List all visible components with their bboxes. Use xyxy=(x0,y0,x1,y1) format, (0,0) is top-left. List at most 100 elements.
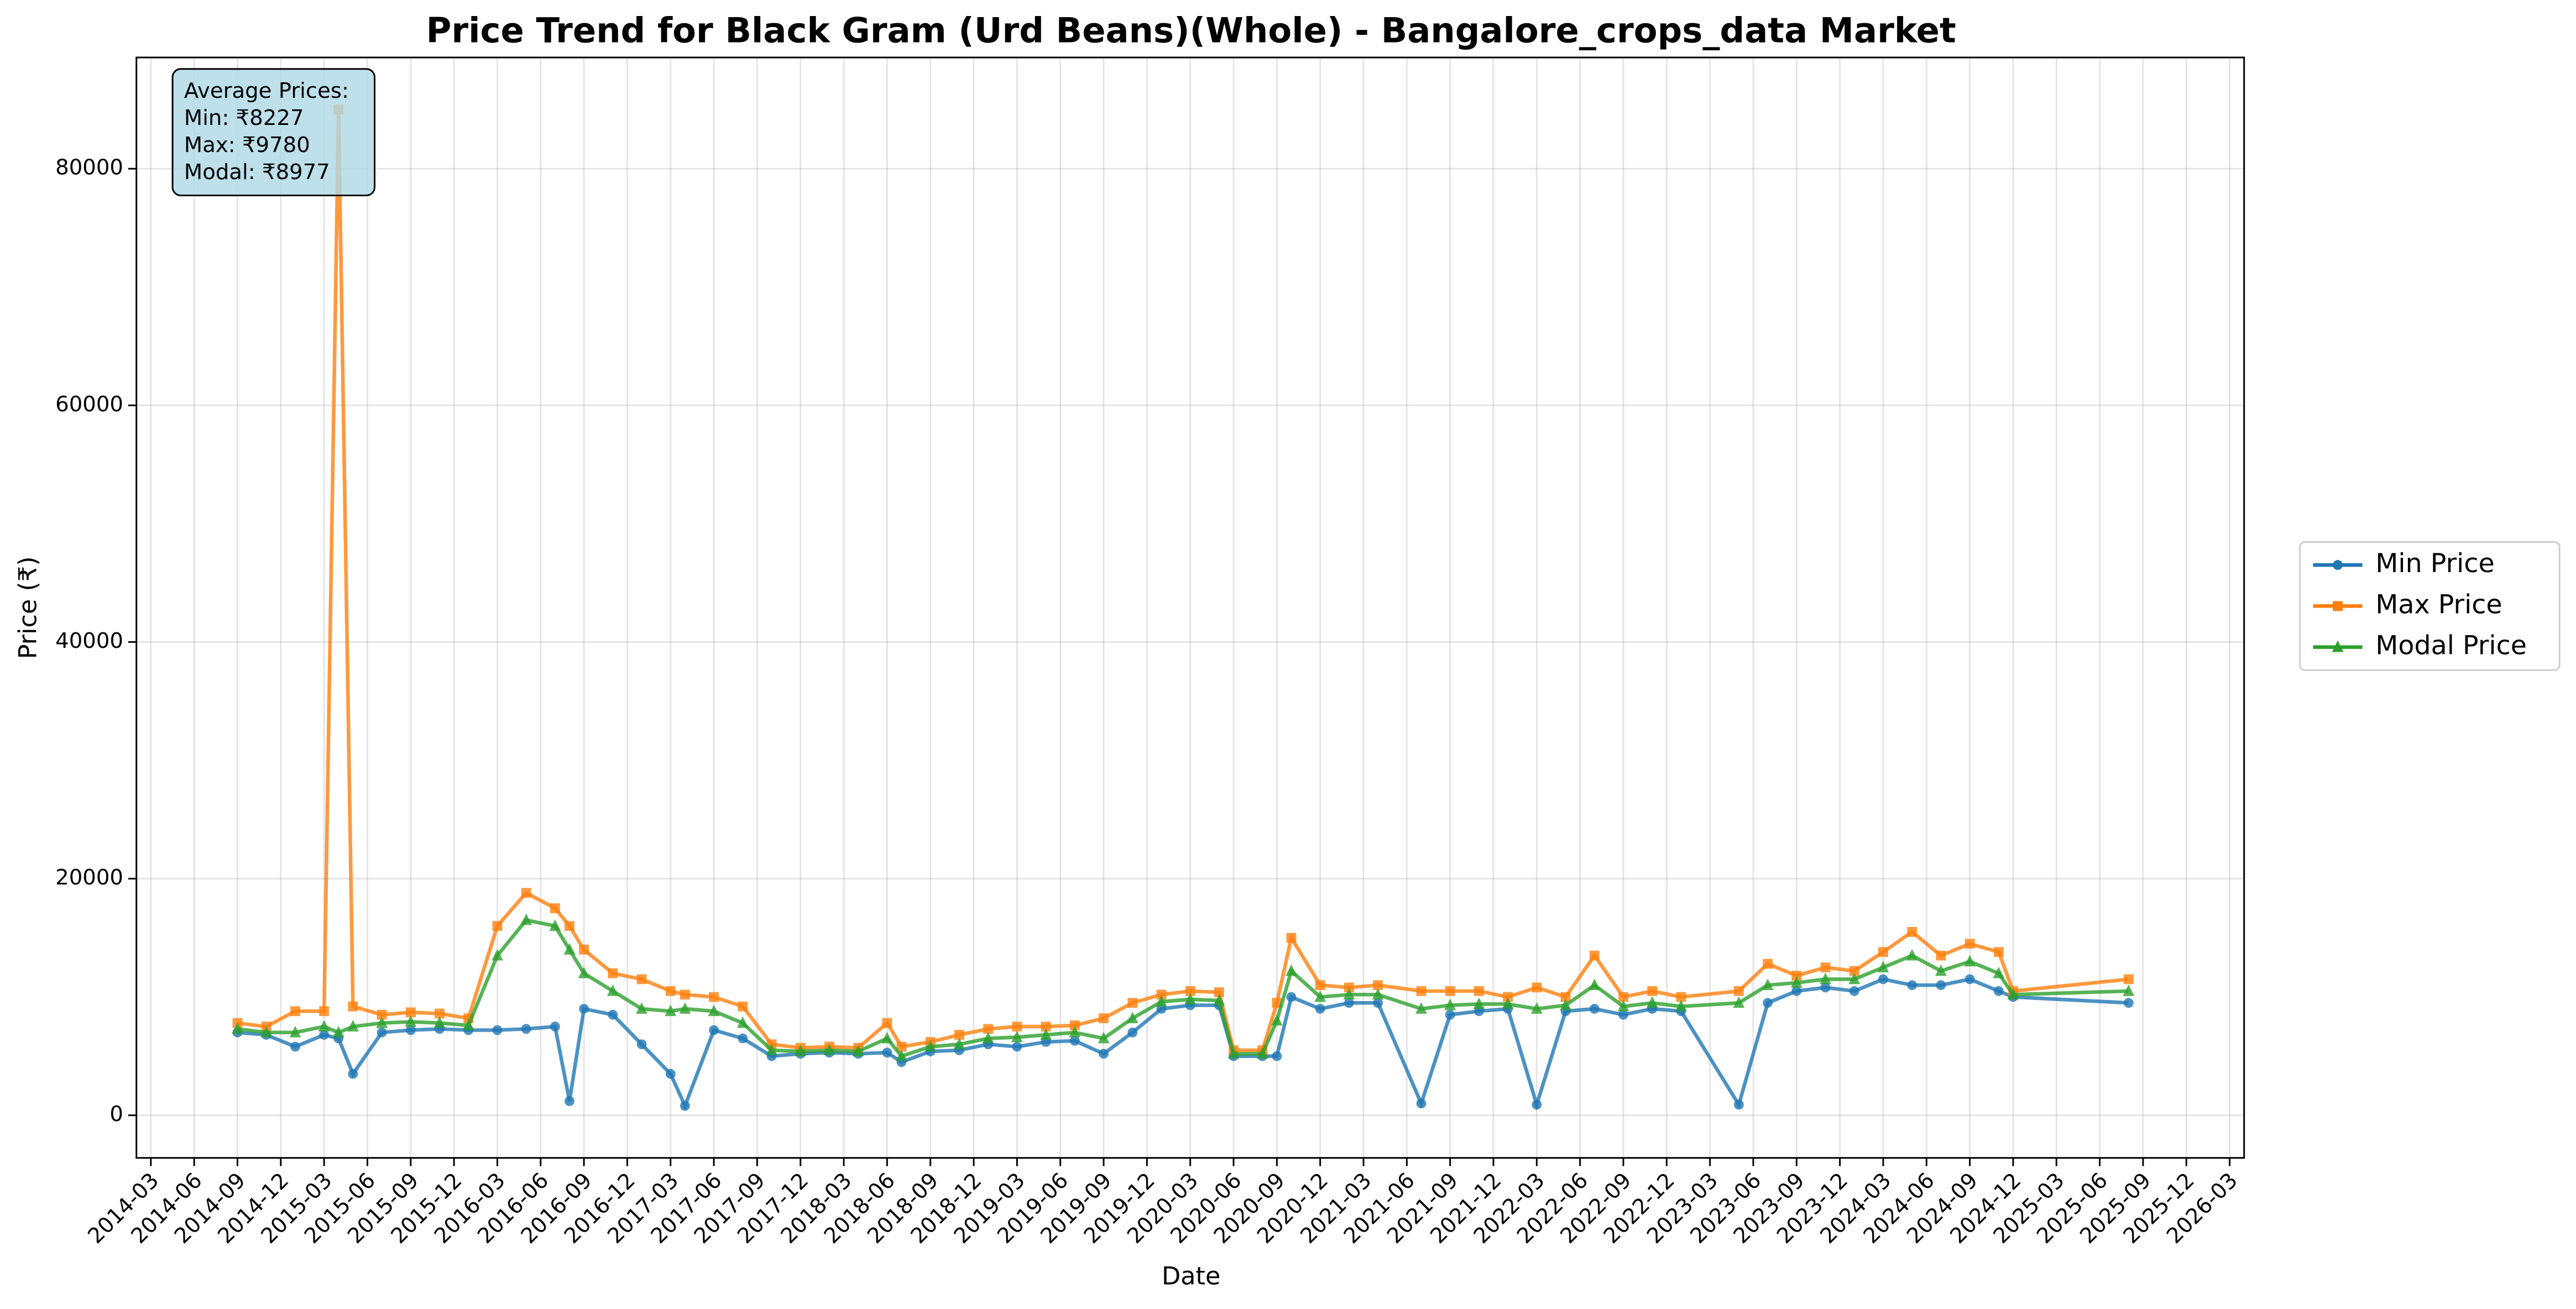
legend-label: Modal Price xyxy=(2375,631,2527,661)
marker xyxy=(348,1001,358,1012)
marker xyxy=(1286,933,1297,943)
y-tick-label: 20000 xyxy=(55,865,123,890)
marker xyxy=(290,1006,300,1017)
legend-label: Max Price xyxy=(2375,589,2502,620)
y-tick-label: 80000 xyxy=(55,155,123,180)
marker xyxy=(565,1096,574,1106)
marker xyxy=(1127,998,1138,1008)
y-tick-label: 40000 xyxy=(55,629,123,653)
marker xyxy=(1907,926,1917,937)
marker xyxy=(852,1045,864,1056)
marker xyxy=(1315,1004,1325,1014)
marker xyxy=(550,903,560,913)
marker xyxy=(1647,986,1658,996)
marker xyxy=(924,1040,937,1052)
marker xyxy=(1069,1020,1080,1030)
marker xyxy=(1589,978,1601,991)
marker xyxy=(1415,1002,1427,1014)
marker xyxy=(1733,996,1745,1008)
marker xyxy=(1416,986,1427,996)
marker xyxy=(1530,1002,1543,1014)
marker xyxy=(1560,998,1571,1010)
annotation-box xyxy=(171,68,376,197)
marker xyxy=(1286,964,1297,976)
marker xyxy=(1372,988,1384,1000)
marker xyxy=(1733,986,1744,996)
marker xyxy=(896,1049,907,1061)
y-axis-label: Price (₹) xyxy=(14,556,43,659)
marker xyxy=(2007,988,2019,1000)
marker xyxy=(290,1041,300,1052)
marker xyxy=(736,1016,749,1028)
marker xyxy=(738,1033,748,1044)
marker xyxy=(1286,992,1297,1002)
marker xyxy=(665,986,676,996)
marker xyxy=(1877,961,1889,972)
marker xyxy=(1820,982,1831,993)
marker xyxy=(1099,1013,1109,1023)
marker xyxy=(1069,1025,1081,1038)
marker xyxy=(579,945,589,955)
marker xyxy=(1040,1028,1052,1040)
marker xyxy=(1763,959,1773,969)
legend-label: Min Price xyxy=(2375,548,2494,579)
marker xyxy=(1532,982,1542,993)
y-tick-label: 0 xyxy=(109,1102,123,1127)
x-axis-label: Date xyxy=(1162,1262,1220,1291)
marker xyxy=(1907,980,1917,991)
marker xyxy=(1344,998,1354,1008)
marker xyxy=(1589,950,1600,961)
marker xyxy=(1964,974,1975,985)
marker xyxy=(1560,992,1571,1002)
marker xyxy=(492,921,503,931)
marker xyxy=(709,992,719,1002)
marker xyxy=(1184,992,1196,1004)
marker xyxy=(1964,939,1975,949)
marker xyxy=(1532,1099,1542,1110)
marker xyxy=(896,1041,907,1052)
marker xyxy=(1617,999,1629,1012)
marker xyxy=(1936,980,1946,991)
marker xyxy=(1127,1027,1138,1038)
marker xyxy=(1373,980,1383,991)
marker xyxy=(679,1002,691,1014)
legend-marker xyxy=(2332,640,2344,652)
marker xyxy=(2123,984,2135,996)
marker xyxy=(1762,978,1774,991)
marker xyxy=(348,1069,358,1079)
marker xyxy=(1445,1009,1455,1020)
marker xyxy=(1878,974,1888,985)
marker xyxy=(1849,986,1859,996)
marker xyxy=(1214,987,1224,997)
annotation-text: Min: ₹8227 xyxy=(184,106,304,130)
marker xyxy=(954,1030,964,1040)
legend-box xyxy=(2299,541,2561,671)
annotation-text: Modal: ₹8977 xyxy=(184,160,330,185)
marker xyxy=(462,1019,474,1030)
marker xyxy=(1314,990,1326,1002)
marker xyxy=(1502,997,1514,1009)
marker xyxy=(1069,1035,1080,1046)
marker xyxy=(1256,1047,1268,1059)
legend-marker xyxy=(2333,601,2343,611)
marker xyxy=(607,984,619,996)
marker xyxy=(1185,986,1195,996)
marker xyxy=(1041,1022,1051,1032)
marker xyxy=(953,1038,965,1050)
marker xyxy=(738,1001,748,1012)
marker xyxy=(492,1025,503,1035)
marker xyxy=(1272,998,1282,1008)
marker xyxy=(1790,976,1802,988)
marker xyxy=(579,1004,589,1014)
marker xyxy=(1791,986,1802,996)
marker xyxy=(708,1004,720,1017)
marker xyxy=(1675,999,1687,1012)
marker xyxy=(565,921,574,931)
marker xyxy=(983,1024,994,1034)
marker xyxy=(318,1020,330,1032)
marker xyxy=(550,1022,560,1032)
annotation-text: Max: ₹9780 xyxy=(184,133,310,158)
marker xyxy=(1618,1009,1628,1020)
marker xyxy=(1646,996,1658,1008)
